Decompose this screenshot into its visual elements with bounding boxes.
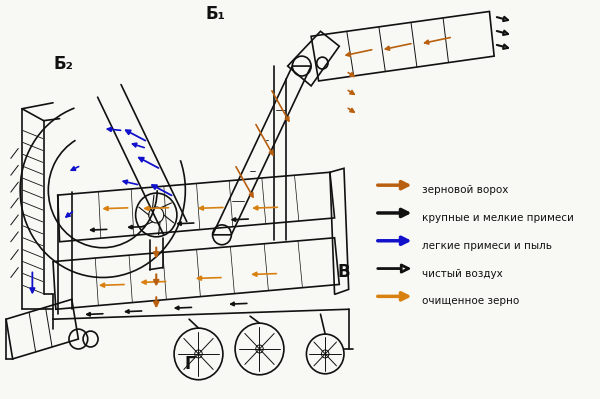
Text: очищенное зерно: очищенное зерно xyxy=(422,296,519,306)
Text: Г: Г xyxy=(184,355,195,373)
Text: крупные и мелкие примеси: крупные и мелкие примеси xyxy=(422,213,574,223)
Text: чистый воздух: чистый воздух xyxy=(422,269,503,279)
Text: зерновой ворох: зерновой ворох xyxy=(422,185,508,195)
Text: легкие примеси и пыль: легкие примеси и пыль xyxy=(422,241,552,251)
Text: Б₁: Б₁ xyxy=(206,6,226,24)
Text: В: В xyxy=(337,263,350,282)
Text: Б₂: Б₂ xyxy=(53,55,73,73)
